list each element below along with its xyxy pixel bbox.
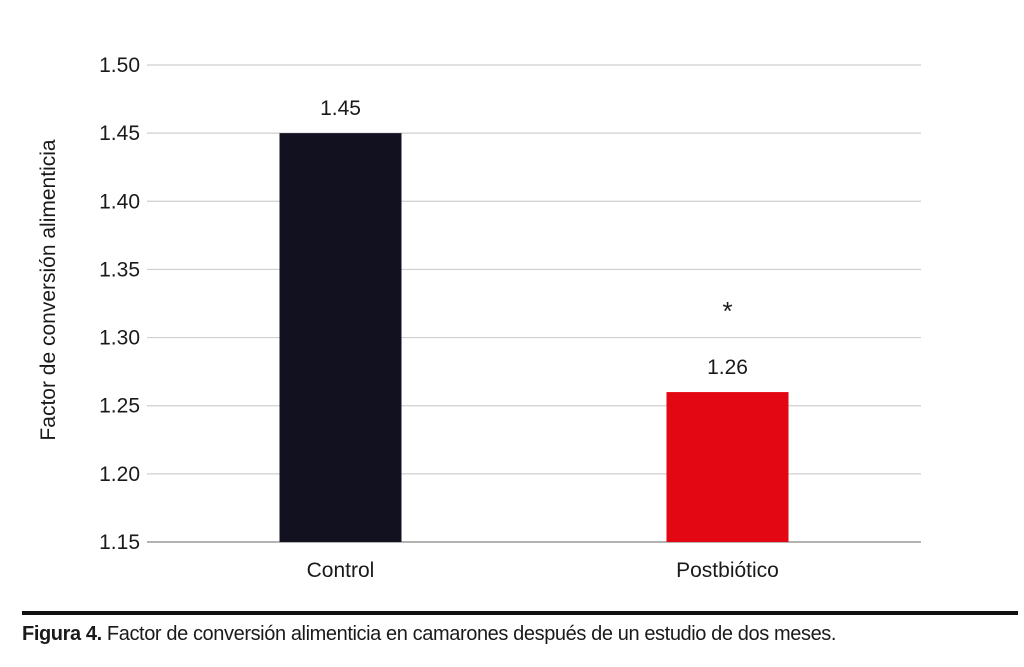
figure-caption-text: Factor de conversión alimenticia en cama… xyxy=(101,623,837,645)
y-tick-label: 1.20 xyxy=(99,463,140,486)
significance-marker: * xyxy=(722,296,732,326)
y-tick-label: 1.50 xyxy=(99,54,140,77)
bar-chart: 1.15 1.20 1.25 1.30 1.35 1.40 1.45 1.50 1.45 1.2… xyxy=(37,54,921,582)
y-axis-ticks: 1.15 1.20 1.25 1.30 1.35 1.40 1.45 1.50 xyxy=(99,54,140,554)
caption-divider xyxy=(22,611,1018,615)
data-label: 1.45 xyxy=(320,97,361,120)
y-tick-label: 1.15 xyxy=(99,531,140,554)
x-tick-label: Control xyxy=(307,559,375,582)
x-tick-label: Postbiótico xyxy=(676,559,779,582)
figure-label: Figura 4. xyxy=(22,623,102,645)
gridlines xyxy=(147,64,921,543)
data-labels: 1.45 1.26 * xyxy=(320,97,748,379)
bar xyxy=(279,133,402,542)
bars xyxy=(279,133,789,542)
figure-caption: Figura 4. Factor de conversión alimentic… xyxy=(22,623,1018,646)
y-tick-label: 1.35 xyxy=(99,258,140,281)
y-tick-label: 1.30 xyxy=(99,327,140,350)
bar xyxy=(666,392,789,542)
y-tick-label: 1.45 xyxy=(99,122,140,145)
data-label: 1.26 xyxy=(707,356,748,379)
y-tick-label: 1.40 xyxy=(99,190,140,213)
x-axis-ticks: Control Postbiótico xyxy=(307,559,779,582)
y-tick-label: 1.25 xyxy=(99,395,140,418)
y-axis-label: Factor de conversión alimenticia xyxy=(37,139,60,440)
